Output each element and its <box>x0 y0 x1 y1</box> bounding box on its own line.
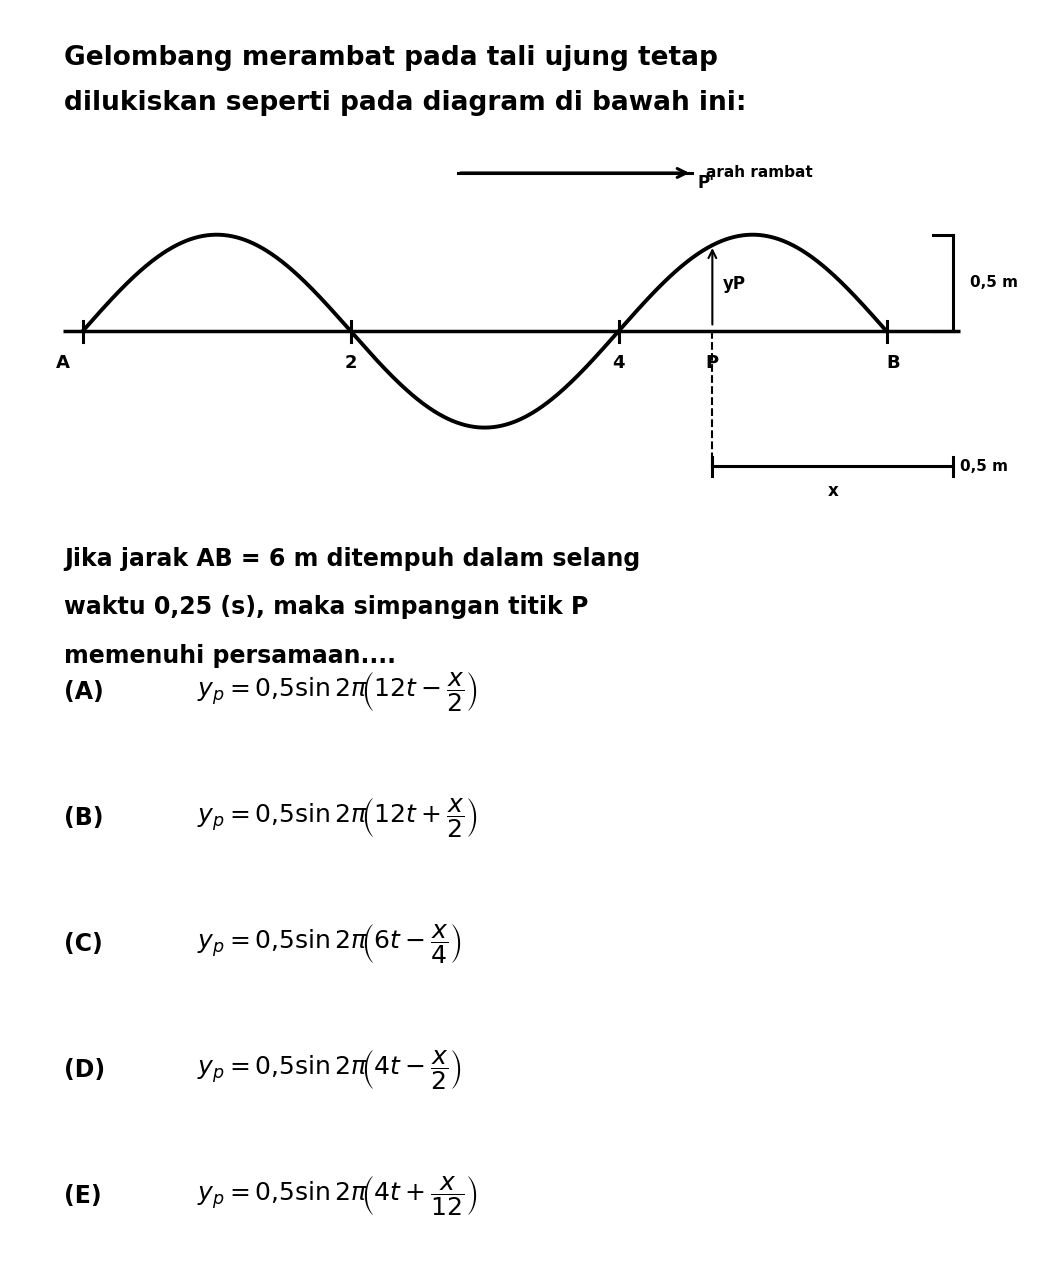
Text: 0,5 m: 0,5 m <box>960 459 1008 473</box>
Text: x: x <box>828 481 839 499</box>
Text: yP: yP <box>723 275 746 293</box>
Text: P': P' <box>697 175 714 193</box>
Text: (C): (C) <box>64 932 102 955</box>
Text: 0,5 m: 0,5 m <box>969 275 1017 291</box>
Text: (A): (A) <box>64 680 103 703</box>
Text: $y_p = 0{,}5\sin2\pi\!\left(6t - \dfrac{x}{4}\right)$: $y_p = 0{,}5\sin2\pi\!\left(6t - \dfrac{… <box>197 922 461 966</box>
Text: P: P <box>706 355 719 372</box>
Text: arah rambat: arah rambat <box>706 166 812 180</box>
Text: $y_p = 0{,}5\sin2\pi\!\left(12t - \dfrac{x}{2}\right)$: $y_p = 0{,}5\sin2\pi\!\left(12t - \dfrac… <box>197 670 477 714</box>
Text: memenuhi persamaan....: memenuhi persamaan.... <box>64 644 395 669</box>
Text: Jika jarak AB = 6 m ditempuh dalam selang: Jika jarak AB = 6 m ditempuh dalam selan… <box>64 547 640 571</box>
Text: A: A <box>55 355 69 372</box>
Text: (B): (B) <box>64 806 103 829</box>
Text: $y_p = 0{,}5\sin2\pi\!\left(12t + \dfrac{x}{2}\right)$: $y_p = 0{,}5\sin2\pi\!\left(12t + \dfrac… <box>197 796 477 840</box>
Text: waktu 0,25 (s), maka simpangan titik P: waktu 0,25 (s), maka simpangan titik P <box>64 595 588 620</box>
Text: $y_p = 0{,}5\sin2\pi\!\left(4t + \dfrac{x}{12}\right)$: $y_p = 0{,}5\sin2\pi\!\left(4t + \dfrac{… <box>197 1174 477 1218</box>
Text: 4: 4 <box>612 355 625 372</box>
Text: Gelombang merambat pada tali ujung tetap: Gelombang merambat pada tali ujung tetap <box>64 45 718 71</box>
Text: dilukiskan seperti pada diagram di bawah ini:: dilukiskan seperti pada diagram di bawah… <box>64 90 746 116</box>
Text: (E): (E) <box>64 1184 101 1208</box>
Text: $y_p = 0{,}5\sin2\pi\!\left(4t - \dfrac{x}{2}\right)$: $y_p = 0{,}5\sin2\pi\!\left(4t - \dfrac{… <box>197 1048 461 1092</box>
Text: (D): (D) <box>64 1058 105 1082</box>
Text: B: B <box>887 355 900 372</box>
Text: 2: 2 <box>344 355 357 372</box>
